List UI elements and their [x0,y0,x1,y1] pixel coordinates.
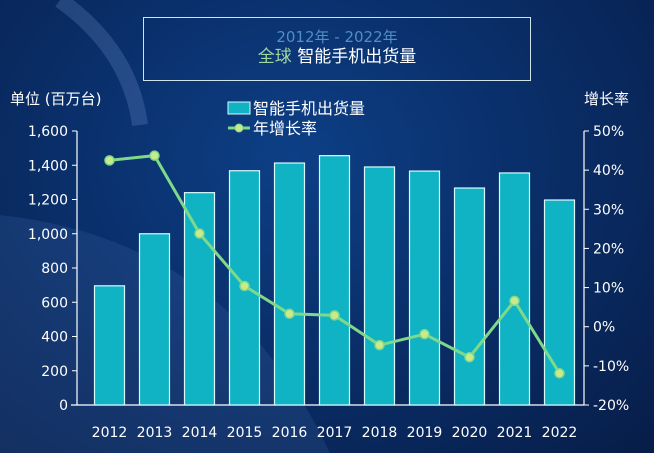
y-tick-label: 400 [41,330,68,346]
legend-line-label: 年增长率 [253,119,317,138]
x-tick-label: 2012 [92,425,128,441]
x-tick-label: 2020 [452,425,488,441]
growth-point-2013 [149,150,160,161]
y2-tick-label: 0% [593,320,615,336]
bar-2012 [93,285,126,406]
x-tick-label: 2015 [227,425,263,441]
bar-2013 [138,233,171,406]
chart-title-box: 2012年 - 2022年 全球 智能手机出货量 [143,17,531,81]
growth-point-2021 [509,295,520,307]
y-axis-label: 单位 (百万台) [10,90,102,108]
y2-tick-label: 10% [593,281,624,297]
growth-point-2012 [104,155,115,166]
x-tick-label: 2021 [497,425,533,441]
growth-point-2014 [194,228,205,239]
x-tick-label: 2017 [317,425,353,441]
y2-tick-label: 50% [593,124,624,140]
chart-title: 全球 智能手机出货量 [144,46,530,68]
y-tick-label: 800 [41,261,68,277]
growth-point-2018 [374,339,385,351]
chart-title-years: 2012年 - 2022年 [276,28,398,46]
y-tick-label: 1,200 [28,193,68,209]
y-tick-label: 600 [41,295,68,311]
y2-tick-label: -20% [593,398,629,414]
y2-tick-label: 20% [593,241,624,257]
growth-point-2016 [284,308,295,320]
legend-bar-label: 智能手机出货量 [253,99,365,118]
y-tick-label: 1,000 [28,227,68,243]
legend-bar-swatch [227,101,251,115]
y-tick-label: 200 [41,364,68,380]
x-tick-label: 2019 [407,425,443,441]
y-tick-label: 0 [59,398,68,414]
growth-point-2020 [464,351,475,363]
x-tick-label: 2022 [542,425,578,441]
bar-2021 [498,172,531,406]
growth-point-2017 [329,310,340,321]
growth-point-2019 [419,328,430,340]
x-tick-label: 2016 [272,425,308,441]
x-tick-label: 2018 [362,425,398,441]
x-tick-label: 2013 [137,425,173,441]
bar-2016 [273,162,306,406]
bar-2018 [363,166,396,406]
legend-line-marker [234,123,244,133]
bar-2019 [408,170,441,406]
bar-2022 [543,199,576,406]
y-tick-label: 1,600 [28,124,68,140]
growth-point-2022 [554,368,565,379]
chart-title-highlight: 全球 [257,47,292,67]
bar-2017 [318,155,351,406]
y2-tick-label: 40% [593,163,624,179]
y2-axis-label: 增长率 [584,90,630,108]
y2-tick-label: 30% [593,202,624,218]
bar-2020 [453,187,486,406]
y2-tick-label: -10% [593,359,629,375]
x-tick-label: 2014 [182,425,218,441]
growth-point-2015 [239,280,250,292]
bar-2014 [183,192,216,406]
chart-title-rest: 智能手机出货量 [291,47,417,67]
background-arc [55,0,148,127]
y-tick-label: 1,400 [28,158,68,174]
